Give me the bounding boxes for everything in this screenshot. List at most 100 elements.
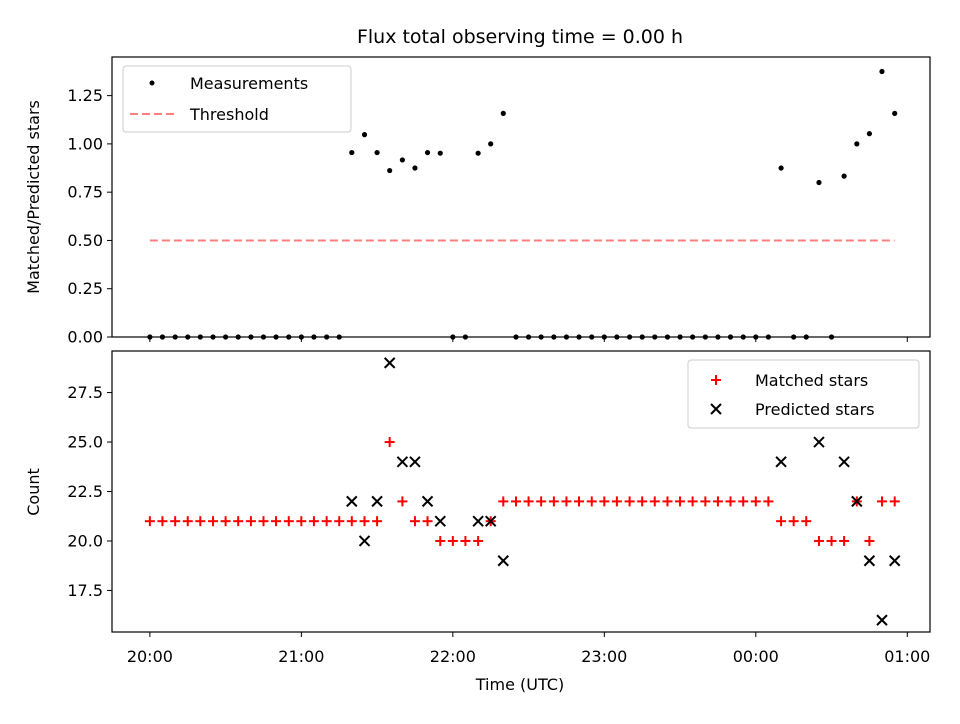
measurement-point — [286, 334, 292, 340]
matched-star-point — [511, 496, 522, 507]
measurement-point — [399, 157, 405, 163]
measurement-point — [753, 334, 759, 340]
measurement-point — [197, 334, 203, 340]
measurement-point — [639, 334, 645, 340]
matched-star-point — [144, 516, 155, 527]
matched-star-point — [384, 437, 395, 448]
measurement-point — [324, 334, 330, 340]
matched-star-point — [599, 496, 610, 507]
measurement-point — [690, 334, 696, 340]
matched-star-point — [321, 516, 332, 527]
measurement-point — [159, 334, 166, 340]
predicted-star-point — [472, 515, 484, 527]
matched-star-point — [864, 535, 875, 546]
measurement-point — [387, 167, 393, 174]
matched-star-point — [700, 496, 711, 507]
predicted-star-point — [888, 555, 901, 567]
predicted-star-point — [383, 357, 396, 369]
predicted-star-point — [346, 495, 358, 508]
matched-star-point — [283, 516, 294, 527]
matched-star-point — [574, 496, 585, 507]
predicted-star-point — [396, 456, 409, 468]
measurement-point — [361, 132, 368, 138]
measurement-point — [248, 334, 254, 340]
top-y-tick-label: 0.75 — [67, 183, 103, 202]
matched-star-point — [876, 496, 887, 507]
matched-star-point — [738, 496, 749, 507]
matched-star-point — [889, 496, 900, 507]
bottom-y-tick-label: 25.0 — [67, 433, 103, 452]
bottom-y-tick-label: 27.5 — [67, 383, 103, 402]
matched-star-point — [548, 496, 559, 507]
matched-star-point — [675, 496, 686, 507]
measurement-point — [185, 334, 191, 340]
bottom-panel: 17.5 20.0 22.5 25.0 27.5 20:00 21:00 22:00 23:0… — [24, 350, 931, 694]
measurement-point — [702, 334, 708, 340]
matched-star-point — [776, 516, 787, 527]
bottom-x-tick-label: 22:00 — [430, 647, 476, 666]
matched-star-point — [611, 496, 622, 507]
predicted-star-point — [813, 436, 825, 448]
matched-star-point — [750, 496, 761, 507]
bottom-x-axis: 20:00 21:00 22:00 23:00 00:00 01:00 — [127, 632, 930, 666]
measurement-point — [803, 334, 809, 340]
bottom-legend: Matched stars Predicted stars — [687, 359, 920, 429]
matched-star-point — [498, 496, 509, 507]
predicted-star-point — [863, 555, 876, 567]
chart-title: Flux total observing time = 0.00 h — [357, 26, 683, 48]
measurement-point — [563, 334, 570, 340]
bottom-y-tick-label: 20.0 — [67, 531, 103, 550]
matched-star-point — [422, 516, 433, 527]
predicted-star-point — [876, 614, 888, 626]
measurement-point — [727, 334, 734, 340]
legend-measurements-label: Measurements — [190, 74, 308, 93]
matched-star-point — [561, 496, 572, 507]
bottom-x-tick-label: 20:00 — [127, 647, 173, 666]
bottom-y-tick-label: 22.5 — [67, 482, 103, 501]
matched-star-point — [637, 496, 648, 507]
top-y-axis: 0.00 0.25 0.50 0.75 1.00 1.25 — [67, 86, 112, 347]
measurement-point — [892, 110, 898, 116]
matched-star-point — [763, 496, 774, 507]
top-legend-box — [122, 65, 352, 133]
measurement-point — [627, 334, 633, 340]
measurement-point — [525, 334, 532, 340]
predicted-star-point — [838, 456, 850, 468]
bottom-x-tick-label: 23:00 — [581, 647, 627, 666]
top-y-tick-label: 0.50 — [67, 231, 103, 250]
top-y-tick-label: 0.25 — [67, 279, 103, 298]
measurement-point — [677, 334, 683, 340]
predicted-star-point — [484, 515, 497, 527]
measurement-point — [488, 141, 494, 147]
legend-matched-label: Matched stars — [755, 371, 868, 390]
bottom-y-axis: 17.5 20.0 22.5 25.0 27.5 — [67, 383, 112, 600]
measurements-series — [147, 68, 898, 340]
matched-star-point — [220, 516, 231, 527]
matched-star-point — [788, 516, 799, 527]
matched-star-point — [334, 516, 345, 527]
matched-star-point — [409, 516, 420, 527]
measurement-point — [854, 141, 860, 147]
measurement-point — [424, 149, 431, 156]
matched-star-point — [195, 516, 206, 527]
top-plot-frame — [111, 56, 931, 338]
matched-star-point — [372, 516, 383, 527]
matched-star-point — [473, 535, 484, 546]
measurement-point — [500, 110, 506, 116]
legend-threshold-label: Threshold — [189, 105, 269, 124]
matched-star-point — [536, 496, 547, 507]
top-legend: Measurements Threshold — [122, 65, 352, 133]
bottom-x-tick-label: 01:00 — [884, 647, 930, 666]
measurement-point — [866, 131, 873, 137]
measurement-point — [664, 334, 671, 340]
matched-star-point — [233, 516, 244, 527]
predicted-star-point — [371, 495, 383, 508]
matched-stars-series — [144, 437, 900, 546]
measurement-point — [765, 334, 771, 340]
predicted-star-point — [497, 555, 509, 567]
measurement-point — [273, 334, 279, 340]
top-y-tick-label: 1.25 — [67, 86, 103, 105]
legend-matched-marker — [711, 375, 721, 385]
measurement-point — [374, 149, 380, 156]
matched-star-point — [460, 535, 471, 546]
